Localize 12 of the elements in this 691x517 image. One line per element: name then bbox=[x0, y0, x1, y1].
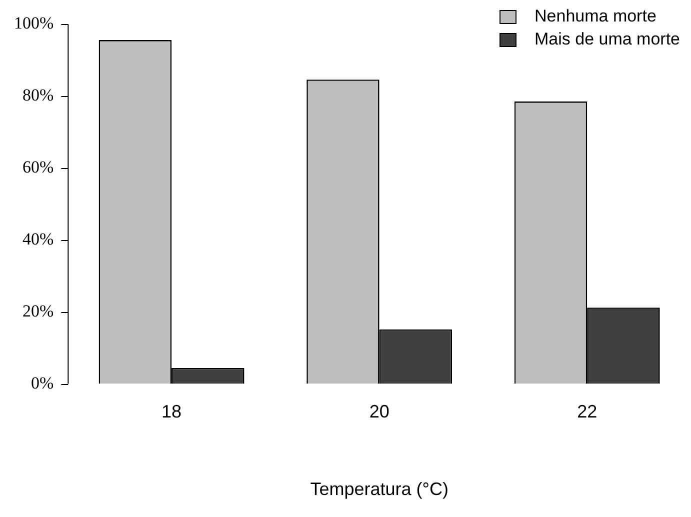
y-tick-label: 80% bbox=[22, 86, 54, 105]
y-tick-label: 60% bbox=[22, 158, 54, 177]
x-axis-title: Temperatura (°C) bbox=[310, 479, 448, 500]
legend-label: Mais de uma morte bbox=[534, 30, 680, 49]
y-tick-label: 0% bbox=[30, 373, 54, 392]
y-tick-label: 100% bbox=[14, 14, 54, 33]
x-tick-label: 18 bbox=[162, 402, 182, 422]
y-tick-label: 20% bbox=[22, 301, 54, 320]
legend-label: Nenhuma morte bbox=[534, 6, 656, 26]
x-tick-label: 22 bbox=[577, 402, 598, 422]
x-tick-label: 20 bbox=[369, 402, 390, 422]
y-tick-label: 40% bbox=[22, 229, 54, 248]
